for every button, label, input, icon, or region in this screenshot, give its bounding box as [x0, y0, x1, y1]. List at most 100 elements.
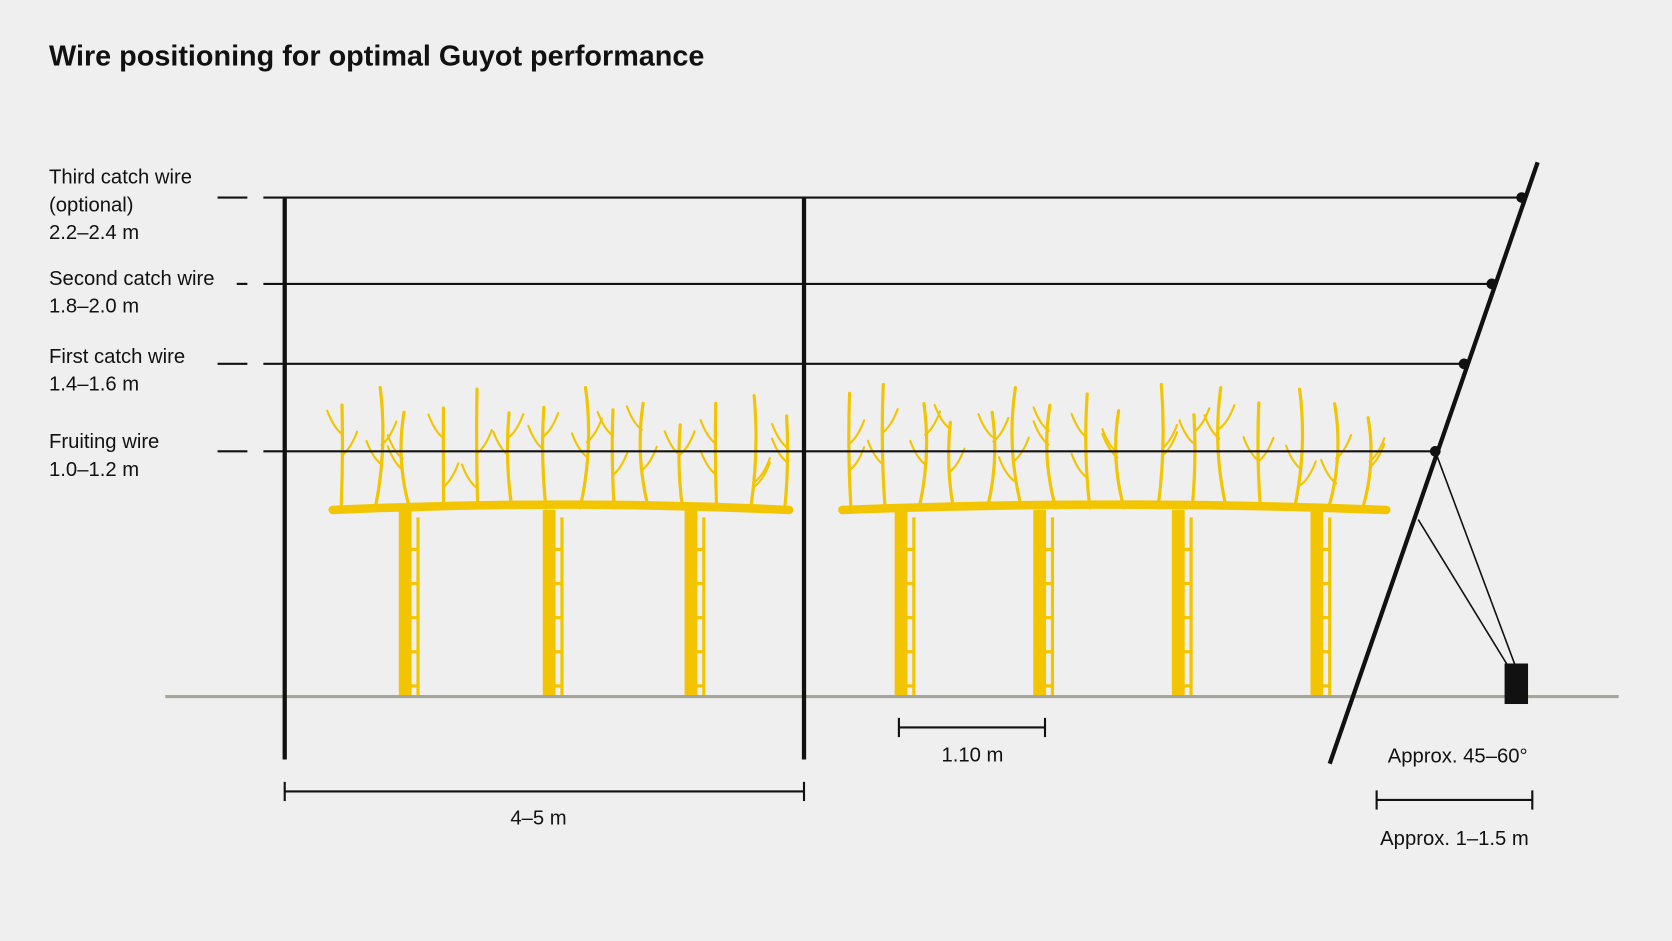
wire-label: Fruiting wire — [49, 431, 159, 453]
trunk — [1171, 509, 1185, 697]
anchor-distance: Approx. 1–1.5 m — [1380, 828, 1529, 850]
shoot — [880, 382, 887, 510]
trunk — [894, 509, 908, 697]
wire-label: Third catch wire — [49, 167, 192, 189]
tendril — [848, 446, 866, 472]
tendril — [1178, 419, 1196, 445]
tendril — [1299, 460, 1317, 486]
cordon — [328, 500, 794, 515]
tendril — [625, 405, 643, 431]
tendril — [442, 462, 460, 488]
shoot — [677, 423, 685, 510]
tendril — [992, 416, 1010, 443]
tendril — [570, 432, 588, 458]
shoot — [1010, 386, 1024, 510]
tendril — [1218, 404, 1236, 430]
vines — [326, 382, 1391, 697]
anchor-cable — [1434, 451, 1516, 666]
shoot — [1190, 413, 1197, 510]
tendril — [386, 434, 404, 460]
wire-label: (optional) — [49, 194, 133, 216]
trunk — [542, 509, 556, 697]
wire-height: 2.2–2.4 m — [49, 222, 139, 244]
shoot — [540, 405, 548, 510]
shoot — [713, 401, 719, 510]
shoot — [1361, 416, 1373, 510]
tendril — [909, 439, 927, 466]
anchor-cable — [1417, 519, 1509, 667]
wire-clip — [1516, 192, 1527, 203]
tendril — [542, 412, 560, 438]
tendril — [1368, 437, 1386, 463]
tendril — [663, 430, 681, 456]
shoot — [1156, 382, 1165, 510]
tendril — [527, 424, 545, 451]
tendril — [1368, 442, 1386, 469]
shoot — [339, 403, 345, 510]
shoot — [917, 401, 929, 510]
tendril — [640, 445, 658, 472]
tendril — [771, 437, 789, 464]
end-post — [1327, 161, 1540, 765]
tendril — [386, 445, 404, 471]
tendril — [1161, 431, 1179, 457]
tendril — [1284, 444, 1302, 471]
tendril — [771, 422, 789, 449]
tendril — [848, 419, 866, 445]
tendril — [881, 407, 899, 434]
tendril — [997, 456, 1015, 482]
tendril — [1032, 420, 1050, 446]
tendril — [475, 429, 493, 455]
trunk — [398, 509, 412, 697]
shoot — [399, 410, 412, 510]
tendril — [699, 449, 717, 476]
tendril — [326, 409, 344, 436]
anchor — [1504, 663, 1529, 705]
shoot — [1045, 403, 1058, 510]
shoot — [373, 385, 385, 510]
tendril — [365, 439, 383, 466]
tendril — [753, 461, 771, 488]
shoot — [505, 411, 514, 510]
shoot — [946, 420, 955, 510]
tendril — [1335, 434, 1353, 460]
wire-clip — [1458, 358, 1470, 370]
tendril — [596, 410, 614, 437]
dimension-lines — [283, 717, 1534, 810]
trunk — [1033, 509, 1047, 697]
shoot — [985, 410, 997, 510]
anchor-angle: Approx. 45–60° — [1388, 746, 1528, 768]
tendril — [460, 463, 478, 489]
wire-labels: Third catch wire (optional) 2.2–2.4 m Secon… — [49, 167, 214, 481]
shoot — [638, 401, 650, 510]
shoot — [610, 408, 616, 510]
shoot — [1114, 409, 1126, 510]
tendril — [1193, 407, 1211, 433]
shoot — [578, 385, 591, 510]
tendril — [1070, 452, 1088, 479]
tendril — [1032, 406, 1050, 432]
wire-clip — [1429, 445, 1441, 457]
shoot — [1216, 386, 1228, 510]
wire-label: First catch wire — [49, 346, 185, 368]
title: Wire positioning for optimal Guyot perfo… — [49, 40, 704, 72]
tendril — [507, 413, 525, 439]
tendril — [933, 403, 951, 430]
wire-height: 1.8–2.0 m — [49, 296, 139, 318]
tendril — [611, 450, 629, 477]
wires — [217, 196, 1522, 453]
tendril — [1101, 432, 1119, 459]
tendril — [678, 430, 696, 456]
tendril — [977, 413, 995, 439]
vine-spacing: 1.10 m — [942, 745, 1004, 767]
tendril — [753, 457, 771, 483]
post-spacing: 4–5 m — [510, 808, 566, 830]
tendril — [1320, 458, 1338, 485]
wire-height: 1.4–1.6 m — [49, 374, 139, 396]
shoot — [1292, 387, 1305, 510]
trunk — [684, 509, 698, 697]
wire-label: Second catch wire — [49, 268, 214, 290]
